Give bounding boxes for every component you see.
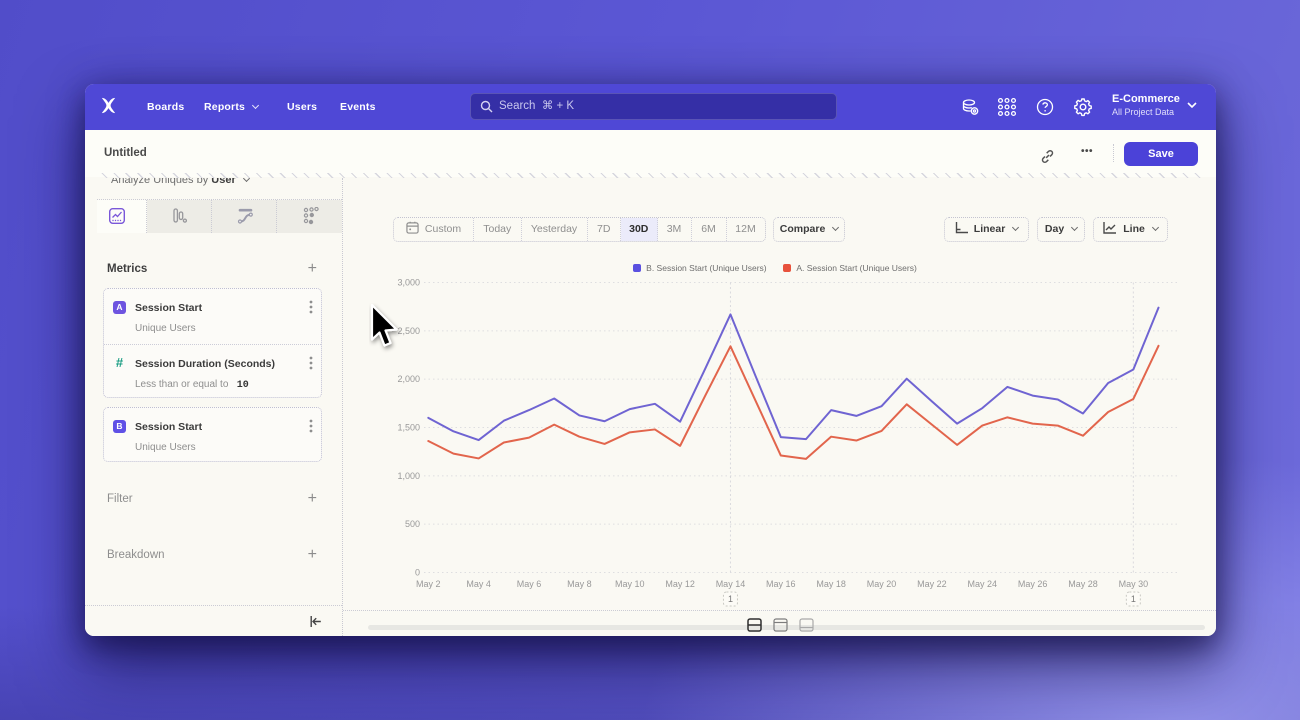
svg-text:1: 1	[728, 594, 733, 604]
svg-text:May 6: May 6	[517, 579, 542, 589]
svg-text:1,500: 1,500	[397, 423, 420, 433]
svg-text:May 20: May 20	[867, 579, 897, 589]
svg-text:May 28: May 28	[1068, 579, 1098, 589]
svg-text:2,500: 2,500	[397, 326, 420, 336]
svg-text:2,000: 2,000	[397, 374, 420, 384]
svg-text:500: 500	[405, 519, 420, 529]
svg-text:May 24: May 24	[968, 579, 998, 589]
svg-text:May 26: May 26	[1018, 579, 1048, 589]
svg-text:May 8: May 8	[567, 579, 592, 589]
svg-text:May 30: May 30	[1119, 579, 1149, 589]
svg-text:May 4: May 4	[466, 579, 491, 589]
svg-text:1: 1	[1131, 594, 1136, 604]
svg-text:May 10: May 10	[615, 579, 645, 589]
svg-text:0: 0	[415, 568, 420, 578]
svg-text:May 18: May 18	[816, 579, 846, 589]
svg-text:May 14: May 14	[716, 579, 746, 589]
svg-text:May 2: May 2	[416, 579, 441, 589]
svg-text:1,000: 1,000	[397, 471, 420, 481]
svg-text:May 22: May 22	[917, 579, 947, 589]
svg-text:May 16: May 16	[766, 579, 796, 589]
svg-text:3,000: 3,000	[397, 278, 420, 288]
svg-text:May 12: May 12	[665, 579, 695, 589]
